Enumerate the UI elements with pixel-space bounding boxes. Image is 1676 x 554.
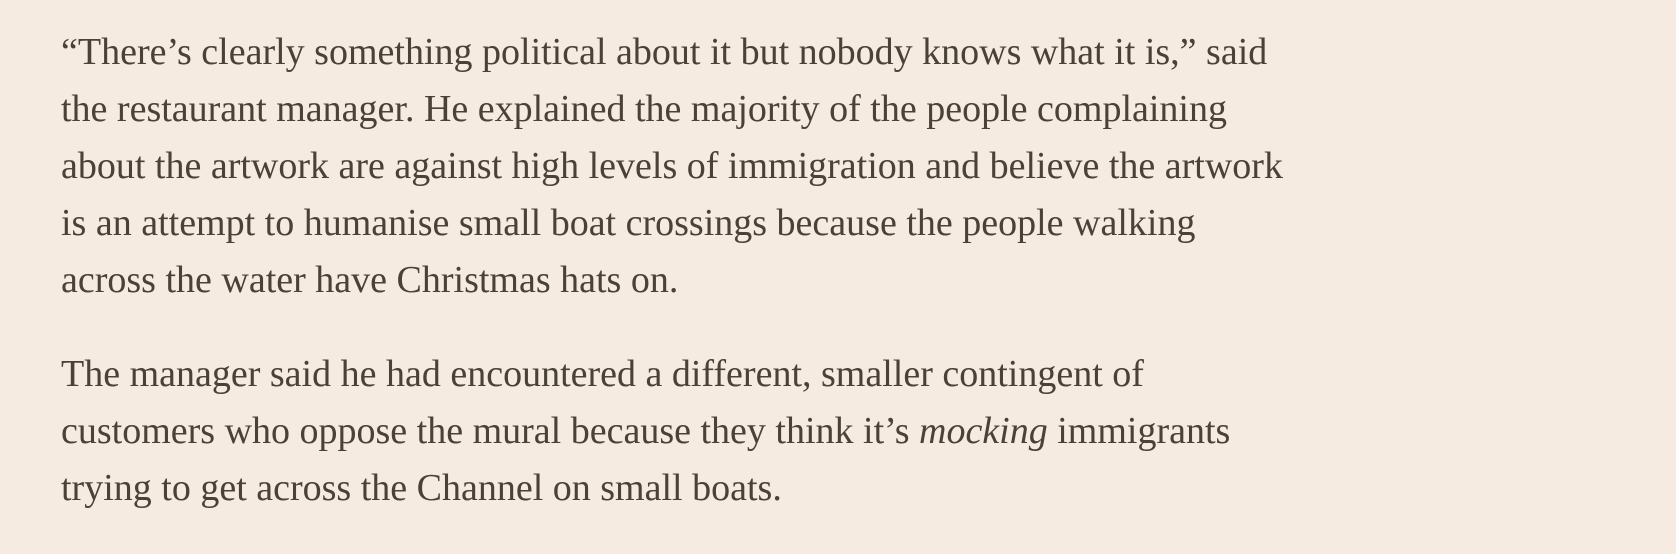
text-line: the restaurant manager. He explained the… bbox=[61, 88, 1227, 130]
paragraph: The manager said he had encountered a di… bbox=[61, 346, 1283, 517]
text-line: customers who oppose the mural because t… bbox=[61, 403, 1283, 460]
text-line: The manager said he had encountered a di… bbox=[61, 353, 1144, 395]
text-line: is an attempt to humanise small boat cro… bbox=[61, 202, 1196, 244]
article: “There’s clearly something political abo… bbox=[61, 24, 1283, 554]
emphasis: mocking bbox=[919, 410, 1048, 452]
text-line: trying to get across the Channel on smal… bbox=[61, 467, 782, 509]
text-line: “There’s clearly something political abo… bbox=[61, 31, 1268, 73]
text: customers who oppose the mural because t… bbox=[61, 410, 919, 452]
text-line: about the artwork are against high level… bbox=[61, 145, 1283, 187]
text-line: across the water have Christmas hats on. bbox=[61, 259, 679, 301]
text: immigrants bbox=[1047, 410, 1231, 452]
paragraph: “There’s clearly something political abo… bbox=[61, 24, 1283, 309]
